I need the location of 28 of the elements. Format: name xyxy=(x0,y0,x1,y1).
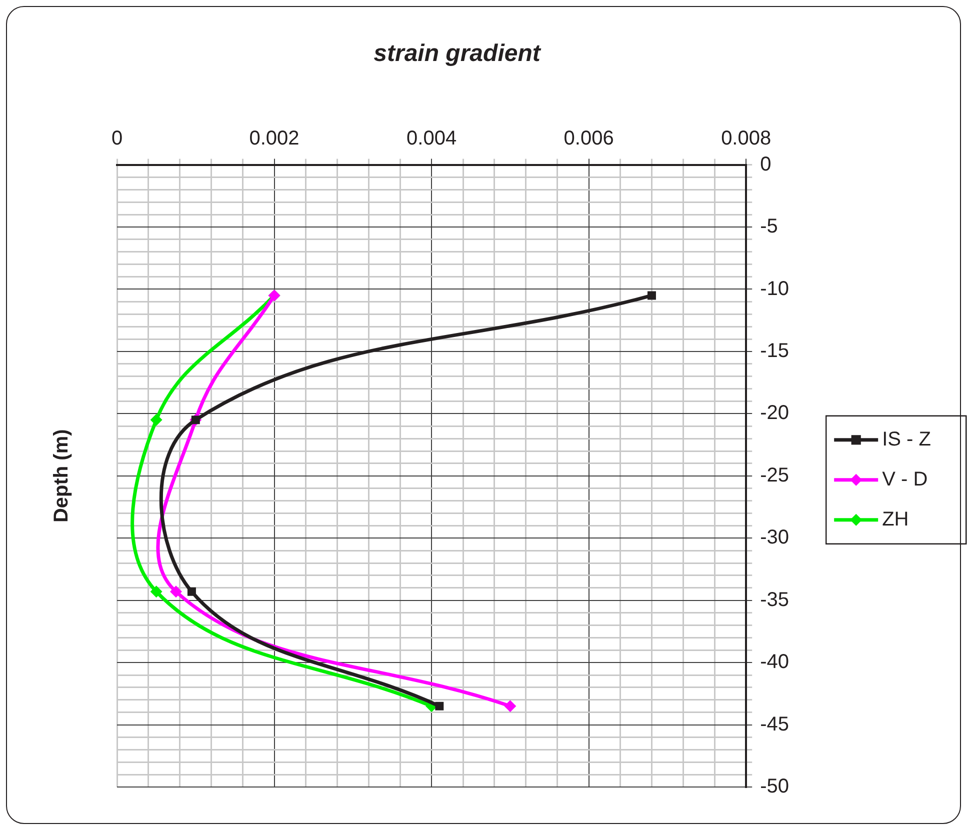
y-tick-label: -40 xyxy=(760,651,789,674)
y-tick-label: -45 xyxy=(760,713,789,736)
point xyxy=(187,587,196,596)
x-tick-label: 0.006 xyxy=(564,127,614,150)
y-tick-label: 0 xyxy=(760,153,772,176)
y-axis-title: Depth (m) xyxy=(50,429,73,523)
x-tick-label: 0 xyxy=(111,127,123,150)
point xyxy=(435,702,444,710)
point xyxy=(504,700,516,712)
y-tick-label: -5 xyxy=(760,216,778,238)
point xyxy=(150,586,162,598)
y-tick-label: -10 xyxy=(760,278,789,300)
x-tick-label: 0.008 xyxy=(721,127,772,150)
y-tick-label: -50 xyxy=(760,776,789,798)
y-tick-label: -30 xyxy=(760,526,789,549)
chart-title: strain gradient xyxy=(374,40,542,68)
legend-label: V - D xyxy=(882,468,928,490)
point xyxy=(647,291,656,300)
y-tick-label: -25 xyxy=(760,464,789,486)
point xyxy=(150,414,162,426)
y-tick-label: -15 xyxy=(760,340,789,362)
y-tick-label: -35 xyxy=(760,588,789,611)
x-tick-label: 0.004 xyxy=(406,127,457,150)
x-tick-label: 0.002 xyxy=(249,127,300,150)
y-tick-label: -20 xyxy=(760,402,789,424)
legend-label: IS - Z xyxy=(882,428,931,450)
point xyxy=(170,586,182,598)
legend-label: ZH xyxy=(882,508,909,530)
